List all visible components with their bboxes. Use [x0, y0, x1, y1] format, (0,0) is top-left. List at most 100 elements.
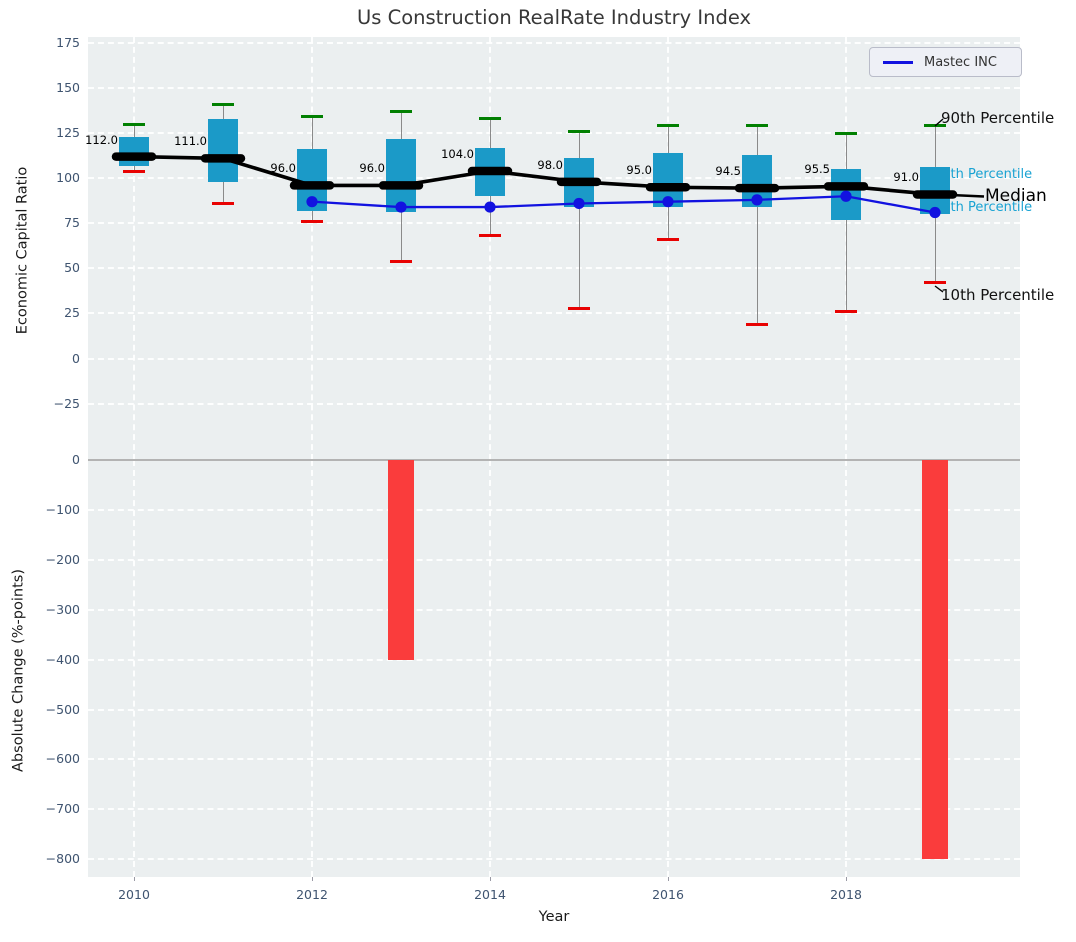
median-value-label: 112.0: [74, 133, 118, 147]
top-y-tick-label: −25: [18, 395, 80, 413]
bottom-gridline: [88, 609, 1020, 611]
iqr-box: [119, 137, 149, 166]
legend: Mastec INC: [869, 47, 1022, 77]
top-gridline: [88, 358, 1020, 360]
bottom-y-tick-label: −700: [18, 800, 80, 818]
x-tick-mark: [134, 877, 135, 881]
bottom-y-tick-label: −800: [18, 850, 80, 868]
top-vgridline: [311, 37, 313, 460]
median-value-label: 104.0: [430, 147, 474, 161]
bottom-gridline: [88, 758, 1020, 760]
annotation-10th-percentile: 10th Percentile: [941, 286, 1054, 304]
bottom-vgridline: [489, 460, 491, 877]
p90-cap: [301, 115, 323, 118]
top-y-tick-label: 0: [18, 350, 80, 368]
top-y-tick-label: 175: [18, 34, 80, 52]
bottom-gridline: [88, 858, 1020, 860]
change-bar: [388, 460, 414, 660]
top-plot-area: [88, 37, 1020, 460]
top-gridline: [88, 403, 1020, 405]
annotation-90th-percentile: 90th Percentile: [941, 109, 1054, 127]
bottom-vgridline: [133, 460, 135, 877]
bottom-y-tick-label: −200: [18, 551, 80, 569]
p90-cap: [568, 130, 590, 133]
x-tick-mark: [490, 877, 491, 881]
iqr-box: [831, 169, 861, 219]
p90-cap: [924, 124, 946, 127]
p10-cap: [390, 260, 412, 263]
p10-cap: [746, 323, 768, 326]
top-y-tick-label: 25: [18, 304, 80, 322]
p90-cap: [479, 117, 501, 120]
median-value-label: 94.5: [697, 164, 741, 178]
top-y-axis-label: Economic Capital Ratio: [15, 126, 34, 376]
x-tick-label: 2014: [460, 886, 520, 904]
bottom-y-tick-label: −100: [18, 501, 80, 519]
bottom-gridline: [88, 659, 1020, 661]
bottom-gridline: [88, 808, 1020, 810]
chart-title: Us Construction RealRate Industry Index: [88, 6, 1020, 29]
p10-cap: [568, 307, 590, 310]
median-value-label: 96.0: [341, 161, 385, 175]
x-tick-label: 2016: [638, 886, 698, 904]
bottom-y-tick-label: −300: [18, 601, 80, 619]
x-axis-label: Year: [494, 909, 614, 925]
bottom-gridline: [88, 509, 1020, 511]
top-vgridline: [489, 37, 491, 460]
bottom-y-axis-label: Absolute Change (%-points): [11, 531, 30, 811]
p10-cap: [123, 170, 145, 173]
iqr-box: [208, 119, 238, 182]
top-gridline: [88, 222, 1020, 224]
median-value-label: 91.0: [875, 170, 919, 184]
iqr-box: [742, 155, 772, 207]
p10-cap: [301, 220, 323, 223]
top-y-tick-label: 100: [18, 169, 80, 187]
x-tick-label: 2010: [104, 886, 164, 904]
top-y-tick-label: 75: [18, 214, 80, 232]
p90-cap: [835, 132, 857, 135]
median-value-label: 98.0: [519, 158, 563, 172]
top-y-tick-label: 50: [18, 259, 80, 277]
x-tick-mark: [846, 877, 847, 881]
iqr-box: [386, 139, 416, 213]
iqr-box: [920, 167, 950, 214]
top-vgridline: [667, 37, 669, 460]
p90-cap: [746, 124, 768, 127]
p90-cap: [123, 123, 145, 126]
iqr-box: [564, 158, 594, 207]
median-value-label: 95.0: [608, 163, 652, 177]
p90-cap: [657, 124, 679, 127]
median-value-label: 95.5: [786, 162, 830, 176]
legend-label: Mastec INC: [924, 55, 997, 70]
x-tick-label: 2012: [282, 886, 342, 904]
top-y-tick-label: 150: [18, 79, 80, 97]
legend-line-sample: [883, 61, 913, 64]
x-tick-mark: [668, 877, 669, 881]
bottom-y-tick-label: 0: [18, 451, 80, 469]
p90-cap: [390, 110, 412, 113]
iqr-box: [297, 149, 327, 210]
bottom-y-tick-label: −400: [18, 651, 80, 669]
bottom-plot-area: [88, 460, 1020, 877]
bottom-gridline: [88, 709, 1020, 711]
zero-axis-line: [88, 459, 1020, 461]
whisker: [846, 133, 847, 311]
x-tick-mark: [312, 877, 313, 881]
bottom-y-tick-label: −600: [18, 750, 80, 768]
top-gridline: [88, 267, 1020, 269]
top-gridline: [88, 312, 1020, 314]
p10-cap: [479, 234, 501, 237]
iqr-box: [653, 153, 683, 207]
median-value-label: 111.0: [163, 134, 207, 148]
annotation-median: Median: [985, 186, 1047, 206]
bottom-y-tick-label: −500: [18, 701, 80, 719]
p10-cap: [835, 310, 857, 313]
p90-cap: [212, 103, 234, 106]
top-gridline: [88, 87, 1020, 89]
median-value-label: 96.0: [252, 161, 296, 175]
top-gridline: [88, 42, 1020, 44]
top-vgridline: [133, 37, 135, 460]
bottom-vgridline: [311, 460, 313, 877]
change-bar: [922, 460, 948, 859]
p10-cap: [924, 281, 946, 284]
